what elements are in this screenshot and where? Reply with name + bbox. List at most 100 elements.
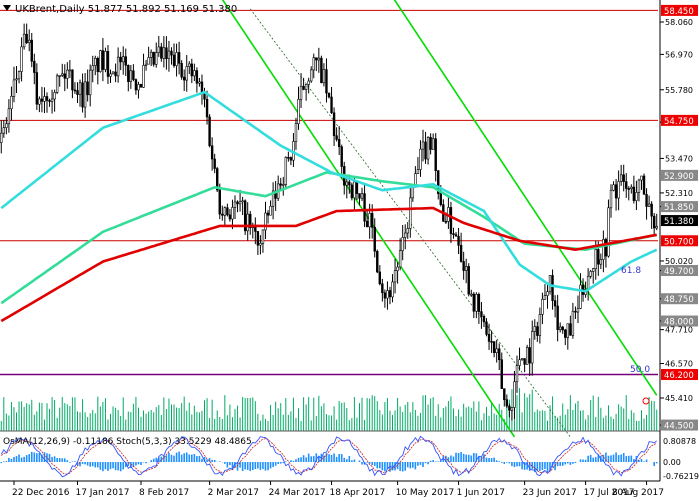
candle-body [416, 169, 420, 174]
candle-body [360, 193, 364, 199]
candle-body [564, 329, 567, 338]
indicator-tick-label: 0.80878 [663, 437, 696, 446]
candle-body [396, 266, 399, 271]
price-label-text: 51.850 [664, 203, 694, 213]
candle-body [325, 69, 328, 94]
candle-body [180, 63, 183, 78]
time-tick-label: 17 Jul 2017 [584, 488, 635, 498]
candle-body [492, 341, 496, 354]
candle-body [619, 174, 623, 182]
time-tick-label: 2 Mar 2017 [208, 488, 259, 498]
fib-618-label: 61.8 [621, 266, 641, 276]
candle-body [401, 237, 404, 252]
candle-body [216, 168, 219, 191]
candle-body [195, 70, 199, 84]
candle-body [556, 305, 559, 330]
candle-body [53, 92, 56, 100]
candle-body [12, 79, 16, 97]
time-axis-labels[interactable]: 22 Dec 2016 17 Jan 2017 8 Feb 2017 2 Mar 20… [12, 481, 664, 498]
candle-body [73, 89, 77, 92]
candle-body [144, 63, 148, 66]
triangle-down-icon[interactable] [3, 5, 11, 11]
candle-body [462, 261, 465, 271]
candle-body [561, 326, 564, 331]
candle-body [495, 348, 498, 354]
candle-body [637, 179, 641, 193]
candle-body [165, 47, 168, 60]
candle-body [132, 70, 135, 80]
candle-body [256, 231, 260, 246]
candle-body [152, 51, 155, 65]
candle-body [640, 175, 643, 181]
candle-body [264, 212, 267, 231]
candle-body [421, 141, 425, 150]
symbol-title: UKBrent,Daily 51.877 51.892 51.169 51.38… [15, 4, 237, 15]
candle-body [429, 137, 432, 150]
candle-body [597, 249, 600, 265]
price-label-text: 50.700 [664, 237, 694, 247]
candle-body [287, 157, 290, 159]
candle-body [284, 157, 288, 185]
candle-body [642, 175, 646, 195]
candle-body [406, 228, 409, 234]
candle-body [106, 51, 110, 77]
stoch-signal-line [1, 438, 657, 475]
candle-body [536, 326, 539, 336]
candle-body [635, 192, 638, 201]
price-label-box [661, 419, 698, 431]
candle-body [434, 138, 437, 171]
candle-body [398, 250, 402, 268]
candle-body [177, 52, 181, 64]
candle-body [409, 197, 412, 229]
candle-body [208, 116, 211, 147]
candle-body [22, 33, 26, 48]
candle-body [617, 181, 620, 199]
candle-body [68, 69, 72, 72]
candle-body [625, 181, 628, 189]
candle-body [2, 127, 6, 134]
candle-body [645, 194, 648, 207]
price-label-text: 51.380 [664, 217, 694, 227]
candle-body [124, 56, 127, 66]
candle-body [528, 347, 531, 364]
indicator-axis-ticks: 0.80878 0.00 -0.76219 [663, 437, 699, 481]
indicator-label: OsMA(12,26,9) -0.11186 Stoch(5,3,3) 33.5… [3, 437, 252, 447]
candle-body [650, 203, 653, 217]
candle-body [111, 71, 115, 75]
candle-body [119, 56, 122, 63]
candle-body [261, 229, 265, 244]
candle-body [431, 138, 435, 150]
candle-body [370, 213, 374, 228]
candle-body [297, 99, 300, 124]
candle-body [315, 57, 318, 61]
candle-body [627, 188, 630, 190]
price-tick-label: 53.470 [665, 154, 693, 163]
candle-body [157, 46, 160, 53]
candle-body [322, 69, 326, 84]
candle-body [129, 70, 133, 82]
candle-body [388, 290, 392, 298]
candle-body [632, 186, 636, 201]
price-label-box [661, 369, 698, 381]
price-label-text: 54.750 [664, 117, 694, 127]
candle-body [185, 66, 188, 81]
candle-body [81, 82, 84, 108]
candle-body [223, 207, 227, 216]
candle-body [310, 69, 313, 82]
candle-body [340, 146, 343, 167]
candle-body [459, 244, 463, 262]
candle-body [114, 71, 117, 77]
candle-body [249, 213, 252, 228]
candle-body [553, 300, 557, 307]
candle-body [607, 207, 610, 257]
candle-body [337, 139, 341, 148]
candle-body [190, 63, 194, 77]
candle-body [71, 69, 74, 91]
candle-body [20, 46, 23, 72]
candle-body [231, 207, 234, 220]
price-tick-label: 46.570 [665, 360, 693, 369]
candle-body [139, 84, 143, 88]
time-tick-label: 24 Mar 2017 [269, 488, 326, 498]
price-candles [0, 23, 658, 421]
